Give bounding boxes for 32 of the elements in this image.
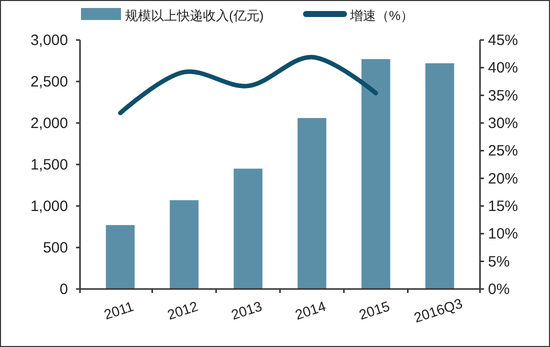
- y-tick-label: 1,000: [30, 198, 68, 215]
- y2-tick-label: 35%: [488, 87, 518, 104]
- bar: [298, 118, 326, 289]
- y2-tick-label: 20%: [488, 170, 518, 188]
- y-tick-label: 3,000: [30, 32, 68, 49]
- y2-tick-label: 45%: [488, 32, 518, 49]
- y2-tick-label: 40%: [488, 60, 518, 77]
- x-tick-label: 2015: [357, 298, 392, 323]
- x-tick-label: 2014: [293, 298, 328, 323]
- y-tick-label: 1,500: [30, 156, 68, 174]
- legend-label: 规模以上快递收入(亿元): [125, 8, 264, 23]
- y2-tick-label: 5%: [488, 253, 510, 270]
- bar: [234, 168, 262, 289]
- bar: [425, 63, 454, 289]
- x-tick-label: 2012: [165, 298, 200, 323]
- bar: [361, 59, 390, 289]
- y2-tick-label: 0%: [488, 281, 510, 298]
- x-tick-label: 2013: [229, 298, 264, 323]
- legend-label: 增速（%）: [349, 8, 414, 23]
- bar: [170, 200, 199, 289]
- line-series: [118, 54, 378, 116]
- x-tick-label: 2016Q3: [412, 294, 465, 326]
- x-tick-label: 2011: [102, 298, 136, 323]
- y2-tick-label: 30%: [488, 115, 518, 132]
- y-tick-label: 500: [42, 240, 68, 256]
- y2-tick-label: 10%: [488, 226, 518, 243]
- y-tick-label: 0: [60, 281, 68, 298]
- y2-tick-label: 15%: [488, 198, 518, 215]
- y-tick-label: 2,000: [30, 115, 68, 132]
- bar: [106, 225, 135, 289]
- y-tick-label: 2,500: [30, 74, 68, 90]
- y2-tick-label: 25%: [488, 142, 518, 160]
